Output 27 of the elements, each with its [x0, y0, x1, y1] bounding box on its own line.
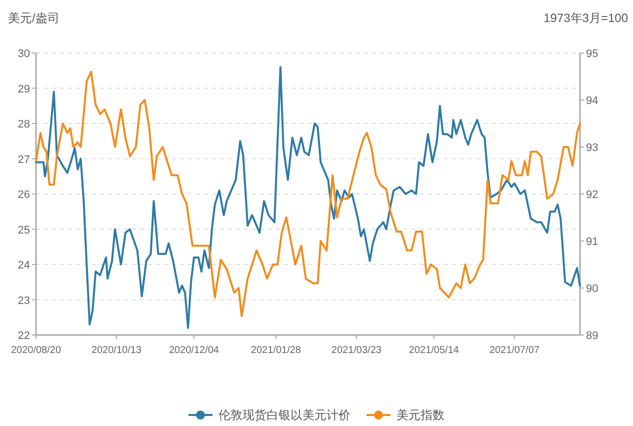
- x-tick-label: 2020/10/13: [91, 345, 142, 356]
- y2-tick-label: 95: [586, 48, 598, 60]
- x-tick-label: 2021/07/07: [489, 345, 540, 356]
- y-tick-label: 26: [18, 189, 30, 201]
- y2-tick-label: 91: [586, 236, 598, 248]
- y2-axis-title: 1973年3月=100: [544, 11, 628, 25]
- x-tick-label: 2021/01/28: [250, 345, 302, 356]
- y2-tick-label: 93: [586, 142, 598, 154]
- y-tick-label: 25: [18, 224, 30, 236]
- legend-label: 美元指数: [396, 408, 444, 422]
- y2-tick-label: 89: [586, 330, 598, 342]
- y2-tick-label: 92: [586, 189, 598, 201]
- y-tick-label: 22: [18, 330, 30, 342]
- y2-tick-label: 94: [586, 95, 598, 107]
- x-tick-label: 2021/03/23: [331, 345, 382, 356]
- y-tick-label: 30: [18, 48, 30, 60]
- x-tick-label: 2020/12/04: [168, 345, 220, 356]
- y-tick-label: 27: [18, 154, 30, 166]
- legend-label: 伦敦现货白银以美元计价: [218, 408, 350, 422]
- y-tick-label: 23: [18, 294, 30, 307]
- y-tick-label: 28: [18, 118, 30, 130]
- y2-tick-label: 90: [586, 283, 598, 295]
- x-tick-label: 2020/08/20: [10, 345, 62, 356]
- x-tick-label: 2021/05/14: [408, 345, 460, 356]
- y-tick-label: 29: [18, 83, 30, 96]
- y-axis-title: 美元/盎司: [8, 11, 60, 25]
- y-tick-label: 24: [18, 260, 30, 272]
